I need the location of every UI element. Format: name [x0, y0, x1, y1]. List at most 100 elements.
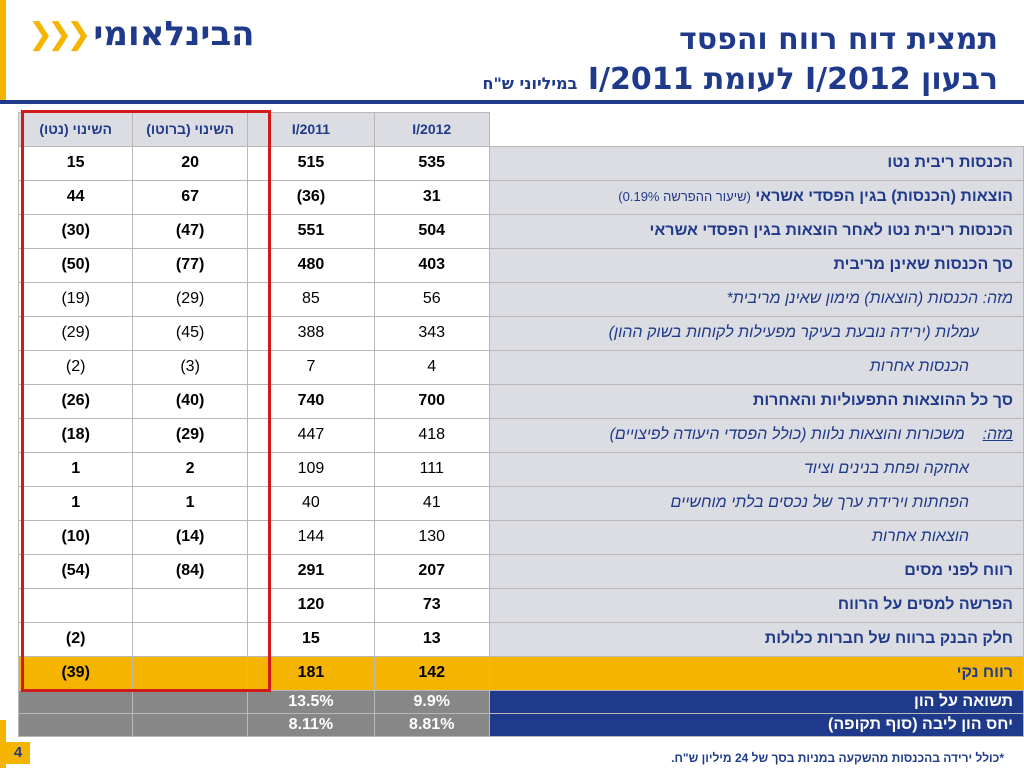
cell-2012: 418: [373, 417, 490, 453]
page-number: 4: [6, 742, 30, 764]
table-row: (26) (40) 740 700 סך כל ההוצאות התפעוליו…: [17, 383, 1024, 419]
table-row: (2) (3) 7 4 הכנסות אחרות: [17, 349, 1024, 385]
table-row: (10) (14) 144 130 הוצאות אחרות: [17, 519, 1024, 555]
cell-2011: 551: [246, 213, 375, 249]
cell-net: [17, 712, 134, 737]
cell-2011: 447: [246, 417, 375, 453]
table-row: (29) (45) 388 343 עמלות (ירידה נובעת בעי…: [17, 315, 1024, 351]
cell-gross: (40): [132, 383, 248, 419]
page-subtitle: רבעון I/2012 לעומת I/2011 במיליוני ש"ח: [482, 62, 998, 97]
cell-2011: 388: [246, 315, 375, 351]
row-label: הוצאות (הכנסות) בגין הפסדי אשראי (שיעור …: [488, 179, 1024, 215]
cell-net: (29): [17, 315, 134, 351]
cell-2011: 291: [246, 553, 375, 589]
table-row: 15 20 515 535 הכנסות ריבית נטו: [17, 145, 1024, 181]
cell-net: (30): [17, 213, 134, 249]
cell-2012: 403: [373, 247, 490, 283]
cell-2012: 111: [373, 451, 490, 487]
cell-net: (26): [17, 383, 134, 419]
cell-gross: [132, 689, 248, 714]
row-label: אחזקה ופחת בנינים וציוד: [488, 451, 1024, 487]
row-label: רווח נקי: [488, 655, 1024, 691]
cell-2012: 8.81%: [373, 712, 490, 737]
cell-net: [17, 689, 134, 714]
cell-2012: 504: [373, 213, 490, 249]
unit-label: במיליוני ש"ח: [482, 74, 578, 93]
cell-2012: 41: [373, 485, 490, 521]
cell-2011: 15: [246, 621, 375, 657]
cell-gross: [132, 587, 248, 623]
row-label-text: משכורות והוצאות נלוות (כולל הפסדי היעודה…: [609, 426, 965, 443]
cell-2012: 700: [373, 383, 490, 419]
cell-2012: 56: [373, 281, 490, 317]
cell-net: (54): [17, 553, 134, 589]
table-row: 44 67 (36) 31 הוצאות (הכנסות) בגין הפסדי…: [17, 179, 1024, 215]
cell-2011: 120: [246, 587, 375, 623]
row-label: מזה: משכורות והוצאות נלוות (כולל הפסדי ה…: [488, 417, 1024, 453]
ratio-row: 8.11% 8.81% יחס הון ליבה (סוף תקופה): [17, 712, 1024, 737]
cell-gross: [132, 655, 248, 691]
cell-net: 1: [17, 485, 134, 521]
row-label: הכנסות ריבית נטו: [488, 145, 1024, 181]
cell-2012: 13: [373, 621, 490, 657]
row-prefix: מזה:: [982, 426, 1013, 443]
row-label: סך כל ההוצאות התפעוליות והאחרות: [488, 383, 1024, 419]
cell-gross: (77): [132, 247, 248, 283]
cell-2012: 142: [373, 655, 490, 691]
row-note: (שיעור ההפרשה 0.19%): [618, 189, 751, 204]
cell-2011: 8.11%: [246, 712, 375, 737]
table-row: 120 73 הפרשה למסים על הרווח: [17, 587, 1024, 623]
cell-2012: 31: [373, 179, 490, 215]
cell-gross: 2: [132, 451, 248, 487]
cell-net: (19): [17, 281, 134, 317]
col-header-net-change: השינוי (נטו): [17, 112, 134, 147]
cell-gross: (3): [132, 349, 248, 385]
cell-gross: (47): [132, 213, 248, 249]
col-header-2011: I/2011: [246, 112, 375, 147]
row-label: רווח לפני מסים: [488, 553, 1024, 589]
cell-2012: 9.9%: [373, 689, 490, 714]
col-header-2012: I/2012: [373, 112, 490, 147]
cell-gross: [132, 621, 248, 657]
logo-name: הבינלאומי: [93, 14, 255, 54]
row-label: הוצאות אחרות: [488, 519, 1024, 555]
table-row: (2) 15 13 חלק הבנק ברווח של חברות כלולות: [17, 621, 1024, 657]
row-label: הפרשה למסים על הרווח: [488, 587, 1024, 623]
cell-net: (18): [17, 417, 134, 453]
cell-2011: (36): [246, 179, 375, 215]
logo-mark-icon: ❯❯❯: [28, 16, 91, 52]
cell-2012: 73: [373, 587, 490, 623]
cell-net: 1: [17, 451, 134, 487]
row-label: הכנסות אחרות: [488, 349, 1024, 385]
cell-net: 15: [17, 145, 134, 181]
row-label: סך הכנסות שאינן מריבית: [488, 247, 1024, 283]
cell-gross: 67: [132, 179, 248, 215]
row-label: תשואה על הון: [488, 689, 1024, 714]
income-statement-table: השינוי (נטו) השינוי (ברוטו) I/2011 I/201…: [17, 112, 1024, 737]
bank-logo: ❯❯❯ הבינלאומי: [28, 14, 255, 54]
cell-2012: 343: [373, 315, 490, 351]
row-label-text: הוצאות (הכנסות) בגין הפסדי אשראי: [755, 188, 1013, 205]
footnote: *כולל ירידה בהכנסות מהשקעה במניות בסך של…: [671, 751, 1004, 765]
cell-net: [17, 587, 134, 623]
cell-net: 44: [17, 179, 134, 215]
cell-2011: 181: [246, 655, 375, 691]
row-label: הכנסות ריבית נטו לאחר הוצאות בגין הפסדי …: [488, 213, 1024, 249]
cell-2011: 13.5%: [246, 689, 375, 714]
table-row: (18) (29) 447 418 מזה: משכורות והוצאות נ…: [17, 417, 1024, 453]
cell-2011: 740: [246, 383, 375, 419]
cell-gross: (45): [132, 315, 248, 351]
net-profit-row: (39) 181 142 רווח נקי: [17, 655, 1024, 691]
cell-gross: (29): [132, 417, 248, 453]
cell-gross: (14): [132, 519, 248, 555]
cell-gross: [132, 712, 248, 737]
row-label: עמלות (ירידה נובעת בעיקר מפעילות לקוחות …: [488, 315, 1024, 351]
header-blank: [489, 112, 1024, 146]
table-row: (54) (84) 291 207 רווח לפני מסים: [17, 553, 1024, 589]
cell-2011: 480: [246, 247, 375, 283]
cell-2011: 85: [246, 281, 375, 317]
cell-2011: 40: [246, 485, 375, 521]
row-label: מזה: הכנסות (הוצאות) מימון שאינן מריבית*: [488, 281, 1024, 317]
cell-2012: 207: [373, 553, 490, 589]
cell-2011: 109: [246, 451, 375, 487]
